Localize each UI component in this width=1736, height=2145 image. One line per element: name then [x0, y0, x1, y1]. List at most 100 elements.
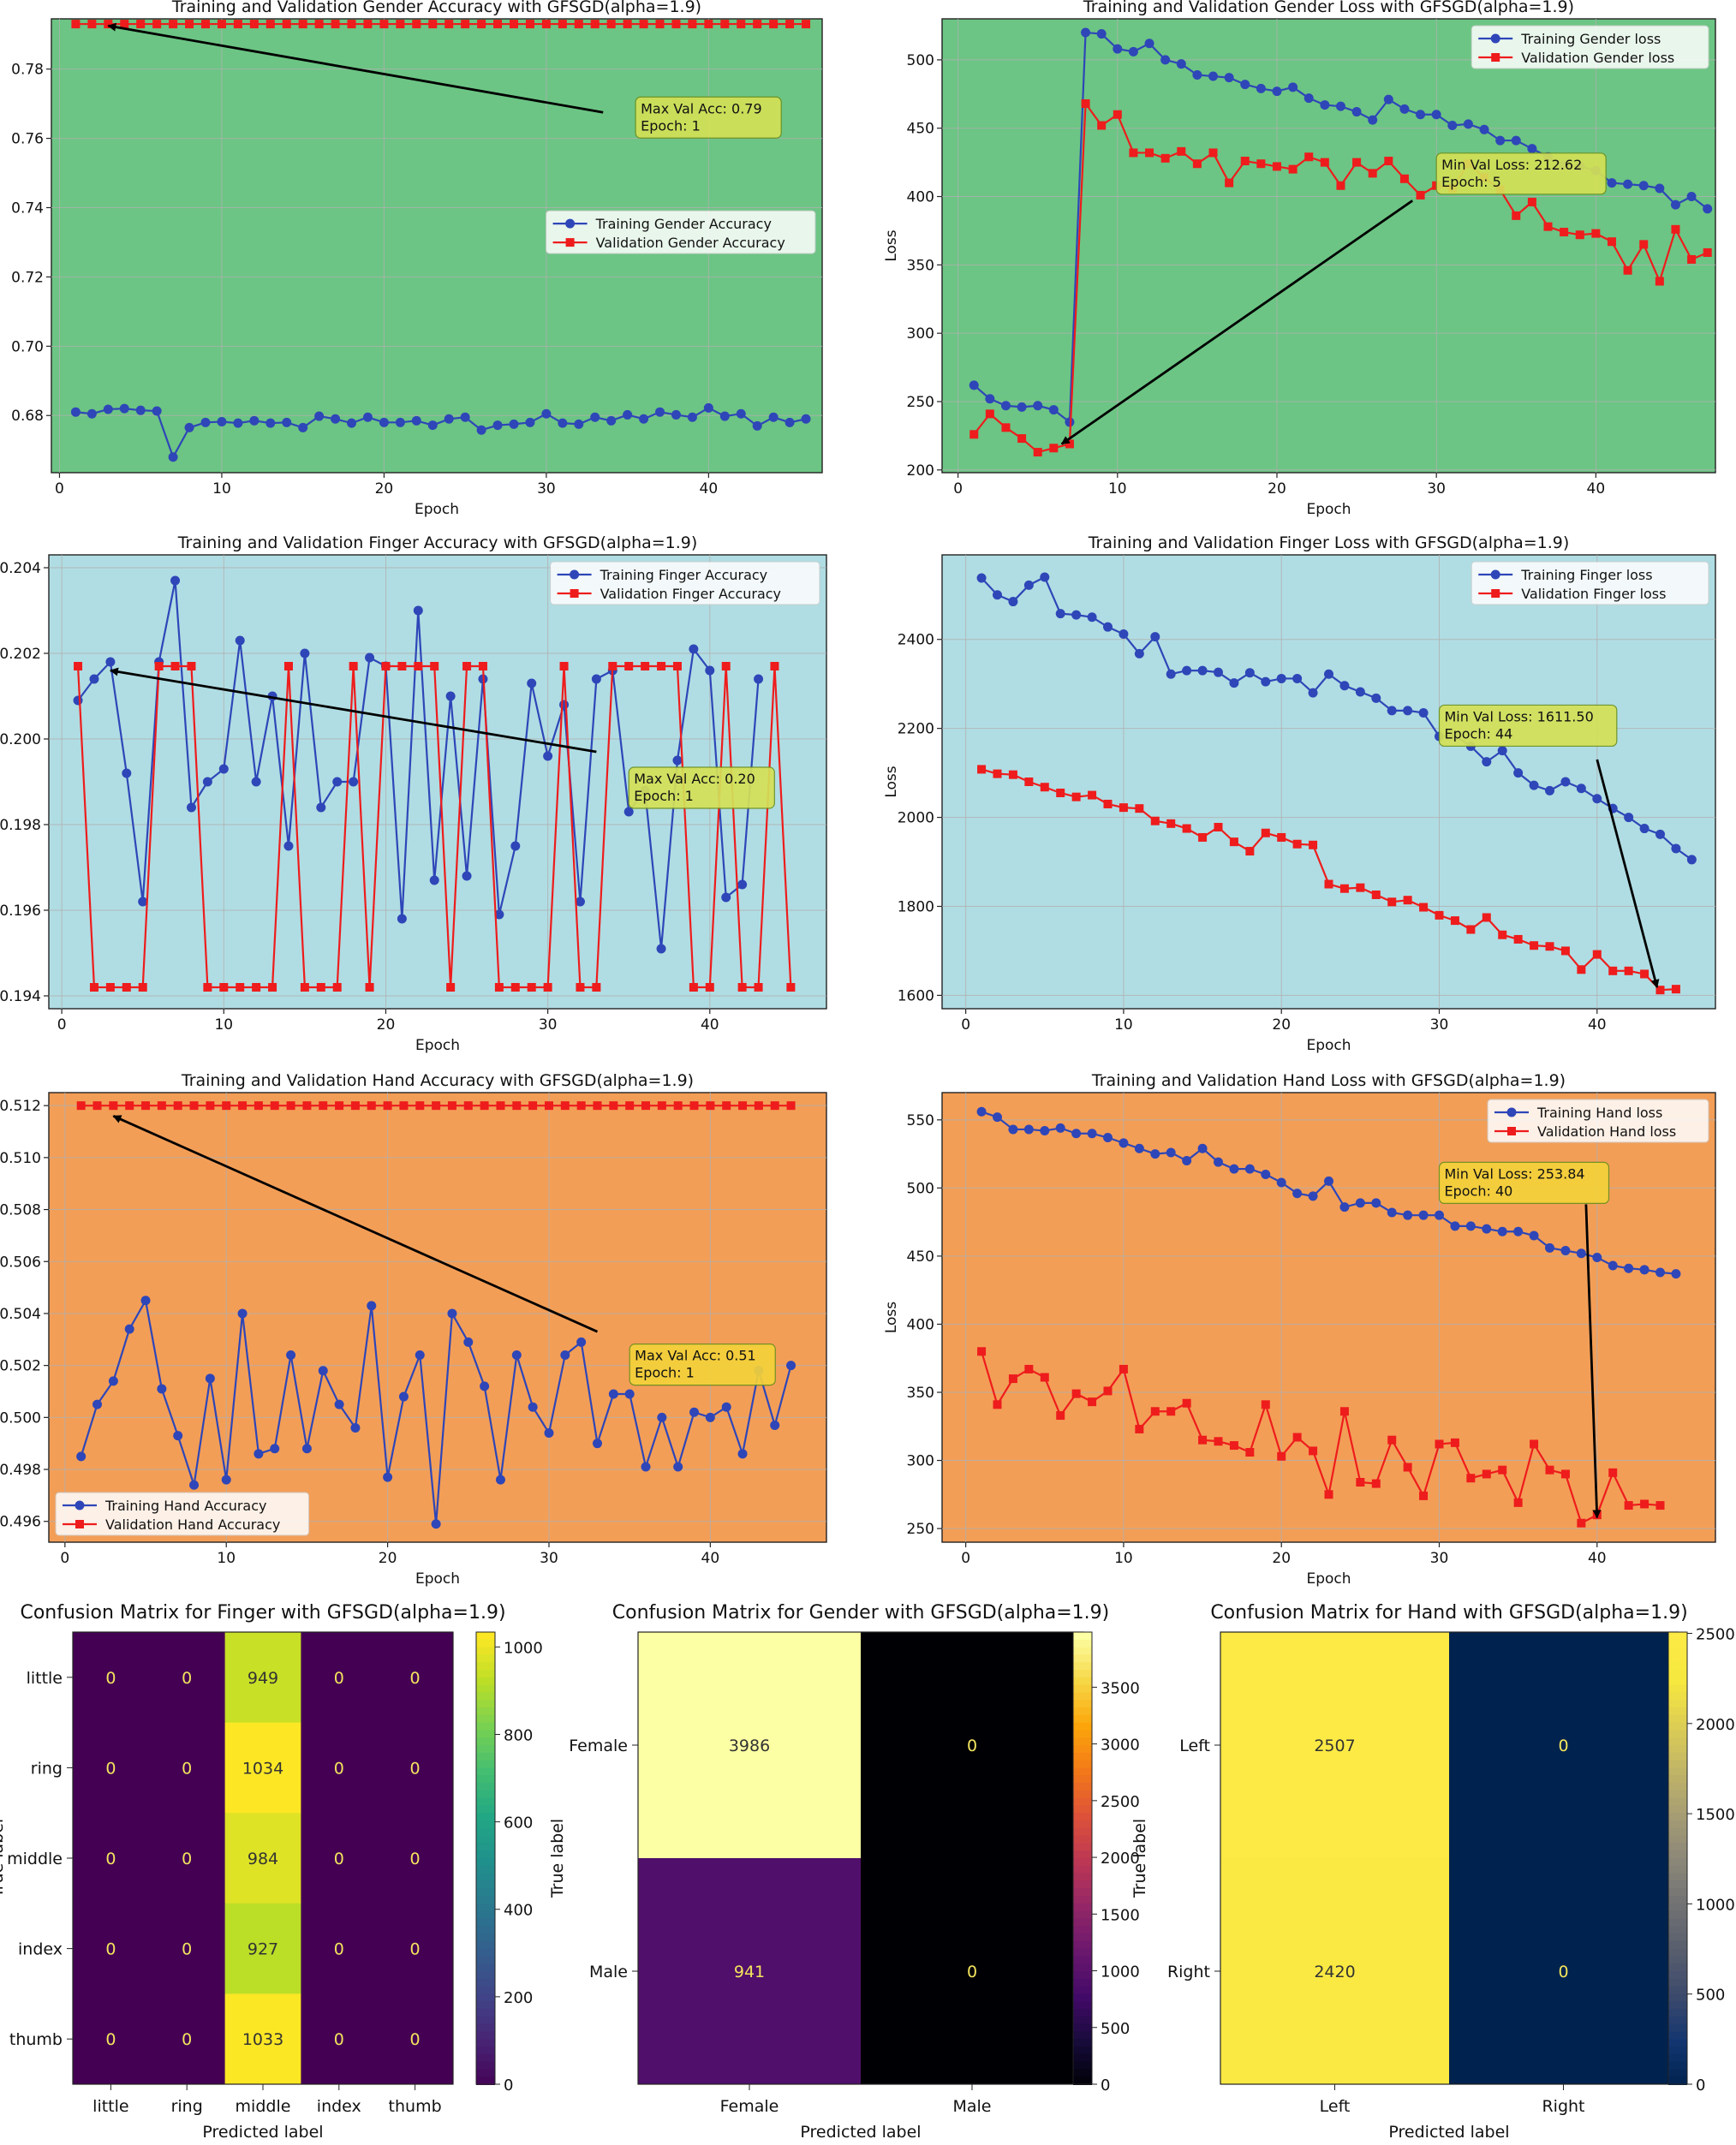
cell-value: 0 — [182, 1669, 192, 1688]
chart-finger-loss: 0 10 20 30 40 1600 1800 2000 2200 2400 Training an… — [883, 533, 1716, 1054]
data-point — [92, 1101, 102, 1111]
colorbar-segment — [1668, 1670, 1687, 1678]
data-point — [1416, 190, 1425, 200]
colorbar-segment — [1668, 1730, 1687, 1739]
colorbar-segment — [1668, 1827, 1687, 1837]
data-point — [233, 418, 243, 428]
data-point — [1208, 148, 1218, 158]
x-tick-label: 0 — [57, 1016, 67, 1034]
data-point — [1655, 183, 1665, 194]
data-point — [447, 1308, 457, 1319]
data-point — [1176, 59, 1186, 69]
data-point — [1261, 828, 1270, 837]
data-point — [1339, 681, 1350, 691]
colorbar-segment — [476, 2016, 495, 2025]
data-point — [1545, 1242, 1554, 1253]
y-tick-label: 400 — [907, 189, 934, 206]
colorbar-segment — [1668, 1790, 1687, 1799]
data-point — [427, 420, 438, 431]
data-point — [222, 1101, 231, 1111]
annotation-text: Epoch: 40 — [1445, 1183, 1513, 1199]
data-point — [1624, 1501, 1633, 1510]
colorbar-segment — [476, 1858, 495, 1867]
data-point — [576, 1337, 587, 1347]
data-point — [641, 1462, 651, 1472]
colorbar-segment — [1073, 1956, 1092, 1965]
colorbar-segment — [1668, 1714, 1687, 1724]
data-point — [1387, 1435, 1397, 1445]
colorbar-segment — [476, 1843, 495, 1852]
data-point — [347, 20, 356, 29]
chart-title: Training and Validation Finger Accuracy … — [177, 533, 698, 552]
data-point — [1096, 29, 1107, 39]
data-point — [969, 430, 979, 439]
data-point — [1640, 1499, 1649, 1509]
y-tick-label: 450 — [907, 121, 934, 138]
annotation-box — [635, 96, 782, 139]
colorbar-segment — [1668, 1745, 1687, 1754]
x-tick-label: 40 — [701, 1550, 720, 1567]
colorbar-segment — [476, 1910, 495, 1920]
colorbar-segment — [476, 1684, 495, 1694]
data-point — [705, 983, 714, 992]
data-point — [993, 769, 1002, 778]
cell-value: 0 — [967, 1963, 977, 1981]
data-point — [73, 695, 83, 706]
data-point — [1324, 879, 1333, 889]
colorbar-segment — [1668, 1888, 1687, 1897]
colorbar-segment — [476, 1896, 495, 1904]
data-point — [1033, 448, 1042, 457]
data-point — [544, 1101, 553, 1111]
colorbar-segment — [1073, 1903, 1092, 1912]
data-point — [737, 983, 747, 992]
data-point — [510, 983, 520, 992]
data-point — [1371, 890, 1381, 899]
legend-marker — [1491, 589, 1500, 598]
data-point — [754, 1101, 763, 1111]
data-point — [1081, 98, 1090, 108]
data-point — [300, 983, 309, 992]
annotation-text: Max Val Acc: 0.79 — [641, 100, 762, 116]
legend-label: Training Hand loss — [1536, 1105, 1662, 1121]
colorbar-segment — [1668, 1654, 1687, 1664]
data-point — [1277, 1451, 1286, 1461]
x-tick-label: 40 — [701, 1016, 719, 1034]
y-tick-label: ring — [31, 1759, 63, 1778]
data-point — [1403, 1210, 1413, 1220]
y-tick-label: Male — [589, 1963, 628, 1981]
x-tick-label: 20 — [375, 480, 394, 498]
plot-area — [48, 1092, 827, 1543]
colorbar-tick-label: 1000 — [1696, 1896, 1735, 1914]
data-point — [592, 983, 601, 992]
data-point — [1686, 192, 1697, 202]
data-point — [1071, 1129, 1082, 1139]
colorbar-segment — [1668, 1752, 1687, 1761]
colorbar-segment — [1073, 1888, 1092, 1897]
data-point — [1403, 706, 1413, 716]
y-tick-label: 1800 — [898, 898, 934, 915]
colorbar-segment — [1073, 1670, 1092, 1678]
data-point — [1129, 148, 1138, 158]
y-tick-label: 0.68 — [11, 408, 44, 425]
data-point — [379, 20, 389, 29]
data-point — [105, 983, 115, 992]
data-point — [173, 1431, 183, 1441]
data-point — [1592, 1253, 1602, 1262]
data-point — [478, 662, 487, 670]
data-point — [1431, 110, 1441, 120]
y-tick-label: 350 — [907, 1385, 934, 1402]
data-point — [1245, 1448, 1255, 1457]
y-tick-label: 450 — [907, 1248, 934, 1266]
data-point — [786, 1101, 796, 1111]
data-point — [753, 20, 762, 29]
data-point — [1224, 73, 1234, 83]
data-point — [559, 662, 569, 670]
annotation-box — [1438, 704, 1618, 748]
data-point — [383, 1472, 393, 1482]
x-tick-label: thumb — [389, 2097, 442, 2116]
data-point — [525, 417, 535, 427]
data-point — [347, 418, 357, 428]
legend-label: Training Finger Accuracy — [600, 567, 768, 583]
matrix-cell — [73, 1722, 150, 1814]
x-tick-label: 20 — [1272, 1016, 1291, 1034]
